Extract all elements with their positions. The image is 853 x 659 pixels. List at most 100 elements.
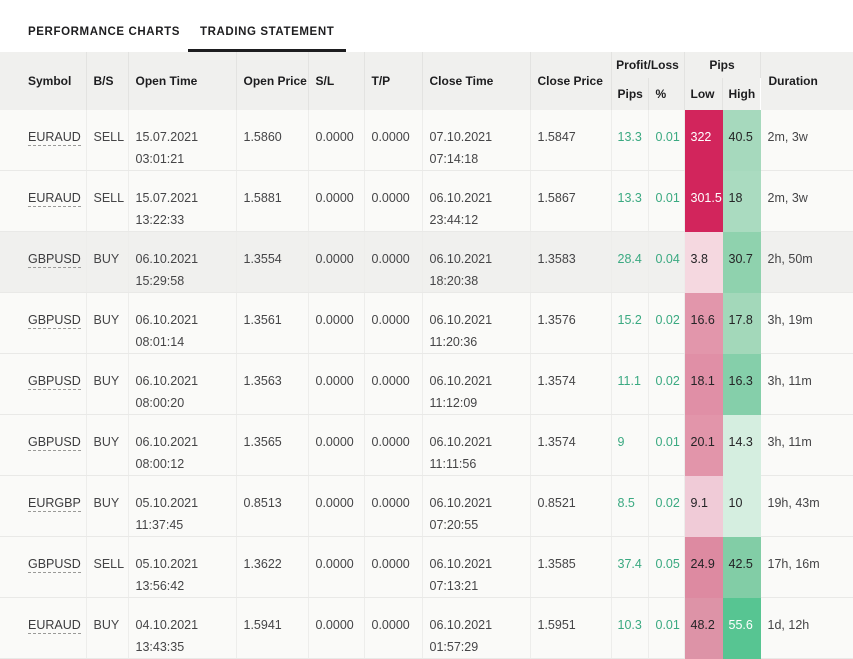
symbol-link[interactable]: GBPUSD — [28, 435, 81, 451]
cell-symbol: GBPUSD — [0, 414, 87, 476]
cell-pips-low: 48.2 — [684, 597, 723, 659]
cell-symbol: GBPUSD — [0, 353, 87, 415]
cell-side: BUY — [86, 292, 129, 354]
symbol-link[interactable]: GBPUSD — [28, 557, 81, 573]
table-body: EURAUD SELL 15.07.2021 03:01:21 1.5860 0.0000… — [0, 110, 853, 659]
tab-performance-charts[interactable]: PERFORMANCE CHARTS — [28, 26, 180, 38]
cell-pl-pct: 0.01 — [648, 597, 685, 659]
cell-close-time: 06.10.2021 23:44:12 — [422, 170, 531, 232]
cell-sl: 0.0000 — [308, 597, 365, 659]
cell-open-price: 1.5860 — [236, 110, 309, 171]
cell-close-price: 1.5951 — [530, 597, 612, 659]
symbol-link[interactable]: EURAUD — [28, 618, 81, 634]
cell-side: SELL — [86, 110, 129, 171]
table-row[interactable]: EURAUD BUY 04.10.2021 13:43:35 1.5941 0.0000 0… — [0, 597, 853, 659]
cell-close-time: 07.10.2021 07:14:18 — [422, 110, 531, 171]
cell-pl-pct: 0.05 — [648, 536, 685, 598]
cell-pl-pct: 0.04 — [648, 231, 685, 293]
header-symbol: Symbol — [0, 52, 87, 110]
trading-statement-table: Symbol B/S Open Time Open Price S/L T/P … — [0, 52, 853, 659]
cell-tp: 0.0000 — [364, 536, 423, 598]
table-row[interactable]: GBPUSD BUY 06.10.2021 08:01:14 1.3561 0.0000 0… — [0, 292, 853, 354]
cell-symbol: GBPUSD — [0, 536, 87, 598]
cell-side: BUY — [86, 353, 129, 415]
cell-pips-high: 40.5 — [722, 110, 761, 171]
cell-pips-high: 17.8 — [722, 292, 761, 354]
symbol-link[interactable]: EURAUD — [28, 130, 81, 146]
cell-close-time: 06.10.2021 01:57:29 — [422, 597, 531, 659]
cell-duration: 2m, 3w — [760, 170, 853, 232]
header-duration: Duration — [760, 52, 853, 110]
cell-close-price: 1.3585 — [530, 536, 612, 598]
cell-close-time: 06.10.2021 18:20:38 — [422, 231, 531, 293]
cell-pl-pips: 8.5 — [611, 475, 649, 537]
table-row[interactable]: GBPUSD BUY 06.10.2021 08:00:20 1.3563 0.0000 0… — [0, 353, 853, 415]
cell-duration: 2h, 50m — [760, 231, 853, 293]
table-row[interactable]: GBPUSD BUY 06.10.2021 08:00:12 1.3565 0.0000 0… — [0, 414, 853, 476]
cell-duration: 3h, 19m — [760, 292, 853, 354]
cell-tp: 0.0000 — [364, 597, 423, 659]
symbol-link[interactable]: EURGBP — [28, 496, 81, 512]
header-pips-low: Low — [684, 78, 723, 110]
cell-side: SELL — [86, 170, 129, 232]
symbol-link[interactable]: GBPUSD — [28, 374, 81, 390]
cell-side: BUY — [86, 231, 129, 293]
header-bs: B/S — [86, 52, 129, 110]
cell-duration: 2m, 3w — [760, 110, 853, 171]
cell-close-time: 06.10.2021 11:20:36 — [422, 292, 531, 354]
table-row[interactable]: EURAUD SELL 15.07.2021 13:22:33 1.5881 0.0000… — [0, 170, 853, 232]
cell-pips-high: 14.3 — [722, 414, 761, 476]
cell-pl-pct: 0.01 — [648, 414, 685, 476]
cell-tp: 0.0000 — [364, 353, 423, 415]
cell-open-price: 0.8513 — [236, 475, 309, 537]
cell-tp: 0.0000 — [364, 110, 423, 171]
cell-tp: 0.0000 — [364, 231, 423, 293]
cell-open-price: 1.5941 — [236, 597, 309, 659]
cell-side: BUY — [86, 414, 129, 476]
header-close-price: Close Price — [530, 52, 612, 110]
cell-pl-pips: 11.1 — [611, 353, 649, 415]
cell-pl-pct: 0.01 — [648, 170, 685, 232]
header-pips-high: High — [722, 78, 761, 110]
cell-sl: 0.0000 — [308, 353, 365, 415]
cell-pl-pct: 0.02 — [648, 353, 685, 415]
table-row[interactable]: GBPUSD BUY 06.10.2021 15:29:58 1.3554 0.0000 0… — [0, 231, 853, 293]
cell-side: BUY — [86, 475, 129, 537]
cell-side: SELL — [86, 536, 129, 598]
cell-close-price: 1.3574 — [530, 353, 612, 415]
cell-side: BUY — [86, 597, 129, 659]
tab-trading-statement[interactable]: TRADING STATEMENT — [188, 26, 347, 52]
cell-tp: 0.0000 — [364, 170, 423, 232]
cell-pips-high: 18 — [722, 170, 761, 232]
cell-close-price: 1.3574 — [530, 414, 612, 476]
cell-pl-pips: 10.3 — [611, 597, 649, 659]
table-row[interactable]: GBPUSD SELL 05.10.2021 13:56:42 1.3622 0.0000… — [0, 536, 853, 598]
symbol-link[interactable]: GBPUSD — [28, 252, 81, 268]
cell-open-time: 05.10.2021 13:56:42 — [128, 536, 237, 598]
table-row[interactable]: EURGBP BUY 05.10.2021 11:37:45 0.8513 0.0000 0… — [0, 475, 853, 537]
cell-pl-pips: 28.4 — [611, 231, 649, 293]
cell-close-price: 1.5867 — [530, 170, 612, 232]
symbol-link[interactable]: EURAUD — [28, 191, 81, 207]
cell-open-price: 1.3561 — [236, 292, 309, 354]
cell-tp: 0.0000 — [364, 292, 423, 354]
cell-pl-pips: 9 — [611, 414, 649, 476]
symbol-link[interactable]: GBPUSD — [28, 313, 81, 329]
cell-close-price: 0.8521 — [530, 475, 612, 537]
cell-open-time: 15.07.2021 03:01:21 — [128, 110, 237, 171]
header-open-time: Open Time — [128, 52, 237, 110]
cell-close-time: 06.10.2021 07:13:21 — [422, 536, 531, 598]
cell-sl: 0.0000 — [308, 170, 365, 232]
header-open-price: Open Price — [236, 52, 309, 110]
cell-open-time: 15.07.2021 13:22:33 — [128, 170, 237, 232]
cell-open-time: 06.10.2021 08:00:20 — [128, 353, 237, 415]
cell-duration: 1d, 12h — [760, 597, 853, 659]
table-row[interactable]: EURAUD SELL 15.07.2021 03:01:21 1.5860 0.0000… — [0, 110, 853, 171]
cell-pl-pct: 0.02 — [648, 292, 685, 354]
cell-close-price: 1.5847 — [530, 110, 612, 171]
header-sl: S/L — [308, 52, 365, 110]
cell-symbol: GBPUSD — [0, 231, 87, 293]
cell-open-time: 06.10.2021 15:29:58 — [128, 231, 237, 293]
cell-open-time: 06.10.2021 08:00:12 — [128, 414, 237, 476]
table-header: Symbol B/S Open Time Open Price S/L T/P … — [0, 52, 853, 110]
